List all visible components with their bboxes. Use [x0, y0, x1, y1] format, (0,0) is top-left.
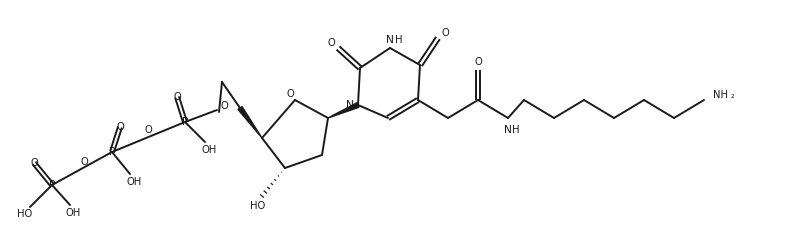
- Text: OH: OH: [201, 145, 217, 155]
- Text: OH: OH: [65, 208, 81, 218]
- Text: HO: HO: [250, 201, 266, 211]
- Text: O: O: [144, 125, 152, 135]
- Text: O: O: [474, 57, 482, 67]
- Text: HO: HO: [18, 209, 32, 219]
- Text: O: O: [116, 122, 124, 132]
- Text: N: N: [386, 35, 394, 45]
- Text: O: O: [173, 92, 181, 102]
- Text: N: N: [346, 100, 354, 110]
- Text: O: O: [30, 158, 38, 168]
- Text: N: N: [504, 125, 512, 135]
- Text: P: P: [48, 180, 55, 190]
- Text: NH: NH: [713, 90, 727, 100]
- Polygon shape: [238, 107, 262, 138]
- Text: O: O: [220, 101, 228, 111]
- Text: O: O: [286, 89, 294, 99]
- Text: O: O: [80, 157, 88, 167]
- Text: O: O: [327, 38, 335, 48]
- Text: P: P: [182, 117, 188, 127]
- Text: H: H: [395, 35, 402, 45]
- Text: H: H: [512, 125, 520, 135]
- Polygon shape: [328, 103, 359, 118]
- Text: ₂: ₂: [730, 90, 734, 100]
- Text: O: O: [441, 28, 449, 38]
- Text: OH: OH: [126, 177, 141, 187]
- Text: P: P: [109, 147, 116, 157]
